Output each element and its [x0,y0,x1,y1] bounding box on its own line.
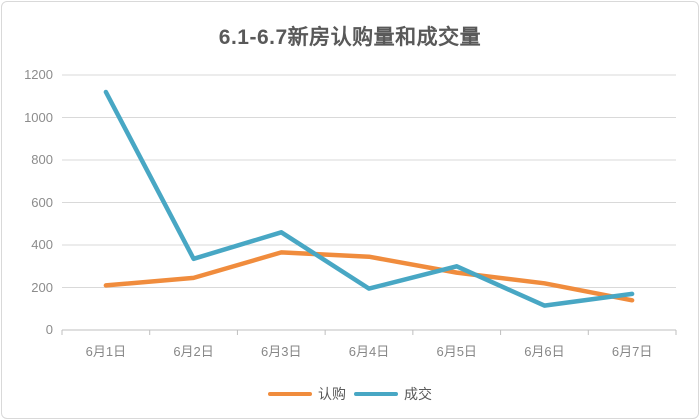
legend-item-chengjiao: 成交 [354,384,432,404]
series-line-rengou [103,250,635,303]
chart-title: 6.1-6.7新房认购量和成交量 [218,26,482,49]
legend-label-chengjiao: 成交 [404,386,432,402]
legend-label-rengou: 认购 [318,386,346,402]
legend-swatch-rengou [268,392,312,396]
legend-item-rengou: 认购 [268,384,346,404]
series-line-chengjiao [103,89,635,308]
legend: 认购 成交 [0,384,700,404]
legend-swatch-chengjiao [354,392,398,396]
